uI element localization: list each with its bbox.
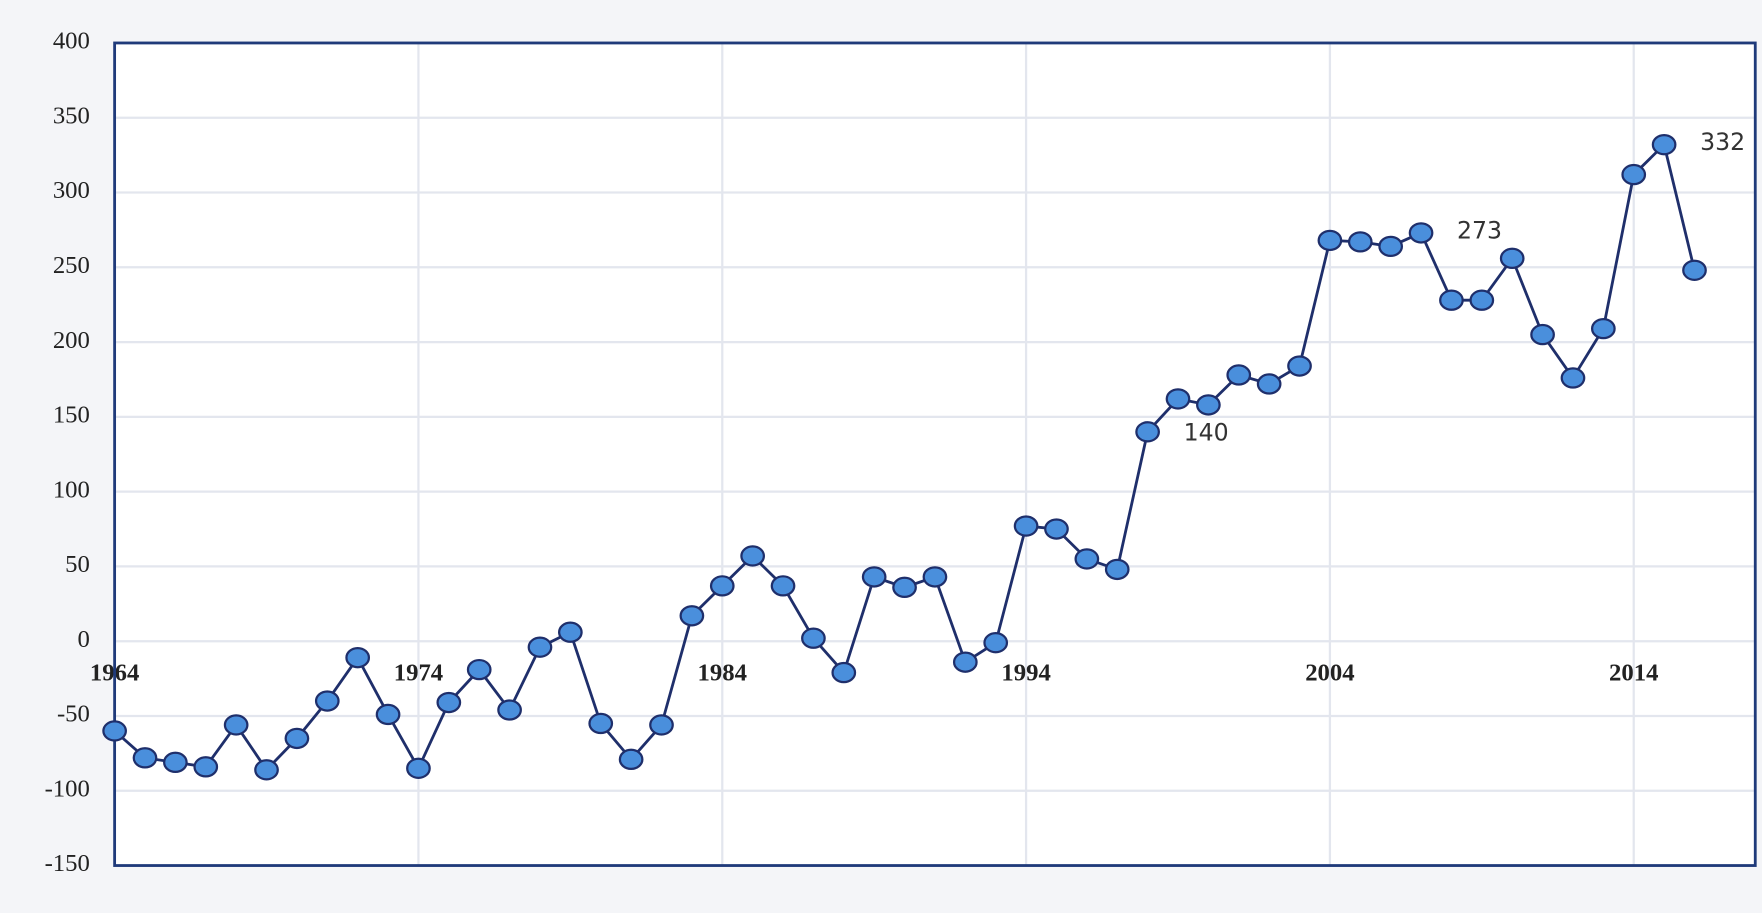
x-tick-label: 2014 xyxy=(1609,660,1658,687)
data-label: 332 xyxy=(1700,128,1745,156)
y-tick-label: 200 xyxy=(53,327,90,354)
data-point xyxy=(952,651,978,673)
data-point xyxy=(284,727,310,750)
data-point xyxy=(922,566,948,588)
data-point xyxy=(892,576,917,599)
data-point xyxy=(1256,373,1282,395)
data-point xyxy=(649,714,674,736)
data-point xyxy=(223,714,249,736)
data-point xyxy=(345,646,371,669)
y-tick-label: 50 xyxy=(65,551,90,578)
data-point xyxy=(466,658,492,681)
plot-area xyxy=(114,42,1756,866)
data-point xyxy=(375,703,401,726)
data-point xyxy=(1621,163,1647,186)
data-point xyxy=(1378,235,1404,258)
data-point xyxy=(314,690,340,712)
y-tick-label: 150 xyxy=(53,402,90,429)
data-point xyxy=(1590,317,1616,340)
data-point xyxy=(1682,259,1707,281)
data-point xyxy=(1287,355,1312,377)
data-point xyxy=(193,756,219,778)
data-point xyxy=(1560,367,1586,389)
y-tick-label: 250 xyxy=(53,252,90,279)
y-tick-label: 350 xyxy=(53,102,90,129)
y-tick-label: 0 xyxy=(78,626,90,653)
data-point xyxy=(618,748,644,771)
y-tick-label: 300 xyxy=(53,177,90,204)
data-label: 140 xyxy=(1184,419,1229,447)
x-tick-label: 1994 xyxy=(1001,660,1050,687)
data-point xyxy=(1499,247,1525,270)
data-point xyxy=(406,757,431,779)
data-point xyxy=(1651,133,1677,156)
data-point xyxy=(679,605,705,627)
y-tick-label: 100 xyxy=(53,476,90,503)
data-point xyxy=(1013,515,1039,537)
data-point xyxy=(132,747,158,769)
data-point xyxy=(801,627,826,649)
data-point xyxy=(1317,229,1343,252)
data-point xyxy=(770,575,796,597)
y-tick-label: 400 xyxy=(53,28,90,55)
data-point xyxy=(163,751,188,774)
data-point xyxy=(709,575,735,597)
x-tick-label: 2004 xyxy=(1305,660,1354,687)
data-point xyxy=(436,691,462,714)
y-tick-label: -50 xyxy=(57,701,90,728)
data-point xyxy=(1135,421,1160,443)
data-point xyxy=(102,720,127,742)
data-point xyxy=(254,759,279,781)
data-point xyxy=(497,699,522,721)
data-point xyxy=(861,566,887,588)
y-tick-label: -150 xyxy=(45,850,90,877)
data-point xyxy=(1469,289,1495,311)
y-tick-label: -100 xyxy=(45,775,90,802)
data-point xyxy=(740,545,766,567)
data-point xyxy=(1044,518,1069,540)
data-point xyxy=(1347,231,1373,253)
data-point xyxy=(983,632,1009,654)
x-tick-label: 1974 xyxy=(394,660,443,687)
plot-frame xyxy=(113,41,1757,867)
data-point xyxy=(1165,388,1191,410)
data-point xyxy=(1226,364,1252,386)
data-point xyxy=(1439,289,1464,311)
data-point xyxy=(527,636,553,658)
data-point xyxy=(1196,394,1221,416)
data-point xyxy=(831,661,857,684)
data-label: 273 xyxy=(1457,216,1502,244)
data-point xyxy=(1408,222,1434,244)
data-point xyxy=(1530,323,1555,346)
data-point xyxy=(1074,548,1100,570)
data-point xyxy=(1104,558,1130,581)
data-point xyxy=(557,621,583,643)
x-tick-label: 1984 xyxy=(698,660,747,687)
data-point xyxy=(588,712,614,735)
